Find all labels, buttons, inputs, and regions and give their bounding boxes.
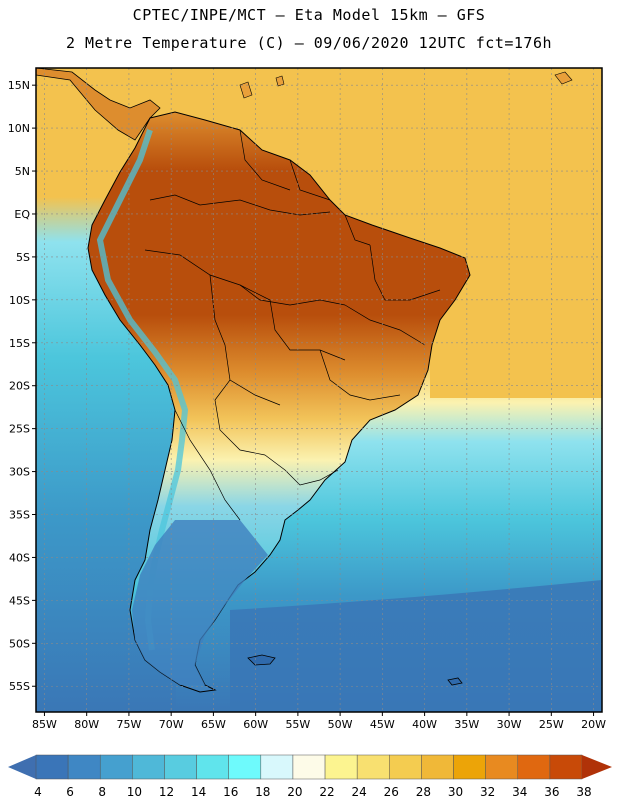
latitude-label: 40S bbox=[9, 551, 30, 564]
latitude-label: 35S bbox=[9, 509, 30, 522]
map-frame bbox=[35, 67, 603, 713]
colorbar-label: 22 bbox=[319, 785, 334, 799]
temperature-map: 15N 10N 5N EQ 5S 10S 15S 20S 25S 30S 35S 40S 45S 50S 5… bbox=[8, 67, 606, 731]
colorbar-swatch bbox=[389, 754, 422, 780]
longitude-label: 45W bbox=[370, 718, 395, 731]
longitude-labels: 85W 80W 75W 70W 65W 60W 55W 50W 45W 40W 35W 30W 25W 2… bbox=[32, 712, 606, 731]
latitude-label: 15S bbox=[9, 337, 30, 350]
colorbar-label: 28 bbox=[416, 785, 431, 799]
longitude-label: 85W bbox=[32, 718, 57, 731]
colorbar-swatch bbox=[517, 754, 551, 780]
colorbar-label: 26 bbox=[384, 785, 399, 799]
latitude-label: 20S bbox=[9, 380, 30, 393]
colorbar-label: 8 bbox=[98, 785, 106, 799]
colorbar-swatch bbox=[324, 754, 358, 780]
longitude-label: 75W bbox=[116, 718, 141, 731]
colorbar-label: 24 bbox=[352, 785, 367, 799]
colorbar-swatch bbox=[485, 754, 519, 780]
latitude-label: 15N bbox=[8, 79, 30, 92]
colorbar-swatch bbox=[421, 754, 454, 780]
longitude-label: 20W bbox=[581, 718, 606, 731]
latitude-label: 10S bbox=[9, 294, 30, 307]
longitude-label: 30W bbox=[497, 718, 522, 731]
latitude-label: 10N bbox=[8, 122, 30, 135]
longitude-label: 80W bbox=[74, 718, 99, 731]
latitude-label: EQ bbox=[14, 208, 30, 221]
country-borders bbox=[144, 129, 441, 521]
map-title: CPTEC/INPE/MCT – Eta Model 15km – GFS bbox=[132, 6, 486, 24]
falkland-islands bbox=[247, 654, 276, 666]
colorbar-swatch bbox=[164, 754, 197, 780]
colorbar-label: 34 bbox=[512, 785, 527, 799]
longitude-label: 35W bbox=[454, 718, 479, 731]
latitude-labels: 15N 10N 5N EQ 5S 10S 15S 20S 25S 30S 35S 40S 45S 50S 5… bbox=[8, 79, 36, 693]
colorbar-label: 12 bbox=[159, 785, 174, 799]
longitude-label: 40W bbox=[412, 718, 437, 731]
colorbar-swatch bbox=[228, 754, 262, 780]
longitude-label: 60W bbox=[243, 718, 268, 731]
colorbar-swatch bbox=[356, 754, 390, 780]
south-georgia-island bbox=[447, 677, 463, 686]
colorbar-below-arrow bbox=[8, 755, 36, 779]
latitude-label: 5N bbox=[15, 165, 30, 178]
colorbar-label: 38 bbox=[576, 785, 591, 799]
caribbean-island bbox=[239, 81, 253, 99]
latitude-label: 45S bbox=[9, 594, 30, 607]
patagonia-cold-area bbox=[132, 520, 268, 685]
colorbar-swatch bbox=[35, 754, 69, 780]
longitude-label: 55W bbox=[285, 718, 310, 731]
colorbar-swatches bbox=[35, 754, 583, 780]
colorbar-label: 36 bbox=[544, 785, 559, 799]
central-america-landmass bbox=[36, 68, 161, 141]
latitude-label: 50S bbox=[9, 637, 30, 650]
longitude-label: 65W bbox=[201, 718, 226, 731]
colorbar-swatch bbox=[99, 754, 133, 780]
longitude-label: 25W bbox=[539, 718, 564, 731]
longitude-label: 50W bbox=[328, 718, 353, 731]
caribbean-island-east bbox=[554, 71, 573, 85]
caribbean-island-small bbox=[275, 75, 285, 87]
colorbar-swatch bbox=[260, 754, 294, 780]
colorbar-label: 18 bbox=[255, 785, 270, 799]
colorbar-label: 14 bbox=[191, 785, 206, 799]
colorbar-above-arrow bbox=[582, 755, 612, 779]
colorbar-label: 6 bbox=[66, 785, 74, 799]
longitude-label: 70W bbox=[159, 718, 184, 731]
colorbar-swatch bbox=[132, 754, 165, 780]
latitude-label: 30S bbox=[9, 466, 30, 479]
graticule bbox=[36, 68, 602, 712]
colorbar-swatch bbox=[292, 754, 326, 780]
latitude-label: 25S bbox=[9, 423, 30, 436]
colorbar-swatch bbox=[453, 754, 486, 780]
colorbar-swatch bbox=[196, 754, 229, 780]
colorbar-label: 4 bbox=[34, 785, 42, 799]
colorbar-label: 30 bbox=[448, 785, 463, 799]
colorbar-swatch bbox=[67, 754, 101, 780]
colorbar-label: 20 bbox=[287, 785, 302, 799]
temperature-colorbar: 4 6 8 10 12 14 16 18 20 22 24 26 28 30 32 34 36 38 bbox=[8, 754, 612, 799]
colorbar-label: 16 bbox=[223, 785, 238, 799]
map-subtitle: 2 Metre Temperature (C) – 09/06/2020 12U… bbox=[65, 34, 553, 52]
tropical-atlantic-band bbox=[430, 68, 602, 398]
colorbar-labels: 4 6 8 10 12 14 16 18 20 22 24 26 28 30 32 34 36 38 bbox=[34, 785, 591, 799]
colorbar-label: 10 bbox=[127, 785, 142, 799]
colorbar-swatch bbox=[549, 754, 583, 780]
latitude-label: 5S bbox=[16, 251, 30, 264]
latitude-label: 55S bbox=[9, 680, 30, 693]
colorbar-label: 32 bbox=[480, 785, 495, 799]
